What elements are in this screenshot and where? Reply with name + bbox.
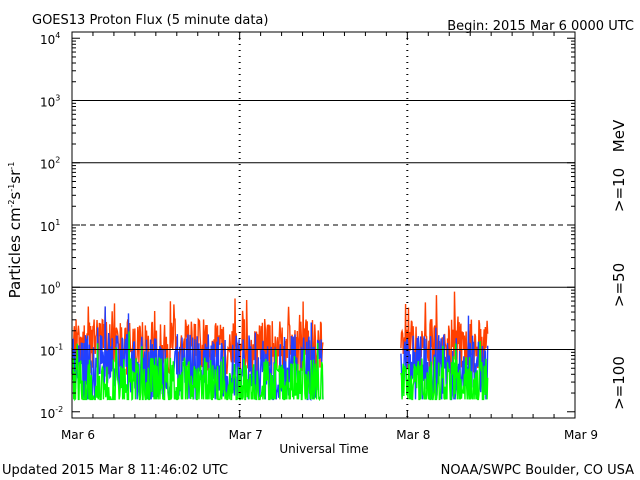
y-axis-label-exp2: -1 bbox=[7, 184, 16, 192]
y-tick-exp: 1 bbox=[55, 218, 60, 227]
y-tick-base: 10 bbox=[40, 345, 55, 359]
series-line-1-part-1 bbox=[400, 315, 489, 401]
y-tick-base: 10 bbox=[40, 95, 55, 109]
y-tick-base: 10 bbox=[40, 282, 55, 296]
legend-item-100mev: >=100 bbox=[610, 356, 628, 410]
y-tick-exp: -2 bbox=[55, 405, 63, 414]
chart-title: GOES13 Proton Flux (5 minute data) bbox=[32, 13, 268, 28]
begin-time: Begin: 2015 Mar 6 0000 UTC bbox=[447, 19, 634, 34]
x-tick-label-1: Mar 7 bbox=[229, 428, 263, 442]
series-line-2-part-1 bbox=[400, 340, 489, 401]
x-tick-label-2: Mar 8 bbox=[396, 428, 430, 442]
x-axis-ticks: Mar 6 Mar 7 Mar 8 Mar 9 bbox=[61, 32, 598, 442]
y-axis-label-sr: sr bbox=[6, 169, 24, 184]
x-tick-label-3: Mar 9 bbox=[564, 428, 598, 442]
y-tick-label-1: 10-1 bbox=[40, 343, 63, 359]
y-tick-exp: -1 bbox=[55, 343, 63, 352]
y-axis-label-exp3: -1 bbox=[7, 162, 16, 170]
series-layer bbox=[71, 291, 489, 402]
y-axis-label-base: Particles cm bbox=[6, 207, 24, 298]
y-tick-exp: 2 bbox=[55, 156, 60, 165]
y-tick-exp: 3 bbox=[55, 93, 60, 102]
y-axis-label-s: s bbox=[6, 191, 24, 199]
legend-item-10mev: >=10 bbox=[610, 168, 628, 212]
legend: MeV >=10 >=50 >=100 bbox=[610, 119, 628, 410]
x-tick-label-0: Mar 6 bbox=[61, 428, 95, 442]
legend-item-50mev: >=50 bbox=[610, 263, 628, 307]
y-tick-label-3: 101 bbox=[40, 218, 60, 234]
x-axis-label: Universal Time bbox=[279, 442, 368, 456]
credit: NOAA/SWPC Boulder, CO USA bbox=[441, 463, 634, 478]
legend-unit: MeV bbox=[610, 119, 628, 152]
y-tick-label-2: 100 bbox=[40, 280, 60, 296]
y-tick-base: 10 bbox=[40, 220, 55, 234]
grid-layer bbox=[72, 32, 575, 418]
y-axis-label-exp1: -2 bbox=[7, 199, 16, 207]
y-tick-exp: 4 bbox=[55, 31, 60, 40]
updated-time: Updated 2015 Mar 8 11:46:02 UTC bbox=[2, 463, 228, 478]
y-tick-label-5: 103 bbox=[40, 93, 60, 109]
y-tick-base: 10 bbox=[40, 407, 55, 421]
y-axis-label: Particles cm-2s-1sr-1 bbox=[6, 162, 24, 299]
y-tick-exp: 0 bbox=[55, 280, 60, 289]
y-tick-base: 10 bbox=[40, 33, 55, 47]
y-tick-label-0: 10-2 bbox=[40, 405, 63, 421]
y-tick-base: 10 bbox=[40, 158, 55, 172]
y-tick-label-4: 102 bbox=[40, 156, 60, 172]
series-line-2-part-0 bbox=[71, 331, 324, 402]
y-tick-label-6: 104 bbox=[40, 31, 60, 47]
